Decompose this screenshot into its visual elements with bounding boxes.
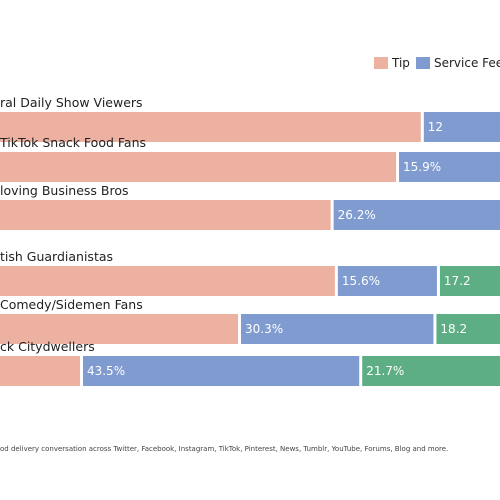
category-label: TikTok Snack Food Fans <box>0 135 146 150</box>
legend-item: Service Fee <box>416 56 500 70</box>
bar-segment-service-fee <box>333 200 500 230</box>
legend-label: Tip <box>391 56 410 70</box>
value-label-service-fee: 26.2% <box>338 208 376 222</box>
bar-segment-tip <box>0 200 331 230</box>
value-label-third: 21.7% <box>366 364 404 378</box>
bar-segment-third <box>362 356 500 386</box>
bar-row: Comedy/Sidemen Fans 30.3% 18.2 <box>0 297 500 344</box>
legend-swatch <box>374 57 388 69</box>
bar-row: ral Daily Show Viewers 12 <box>0 95 500 142</box>
bar-segment-service-fee <box>399 152 500 182</box>
bar-segment-service-fee <box>241 314 434 344</box>
value-label-service-fee: 15.9% <box>403 160 441 174</box>
bar-row: TikTok Snack Food Fans 15.9% <box>0 135 500 182</box>
bar-segment-service-fee <box>82 356 360 386</box>
bar-segment-service-fee <box>337 266 437 296</box>
bar-segment-tip <box>0 314 239 344</box>
value-label-third: 17.2 <box>444 274 471 288</box>
value-label-service-fee: 12 <box>428 120 443 134</box>
value-label-service-fee: 43.5% <box>87 364 125 378</box>
bar-segment-tip <box>0 152 397 182</box>
category-label: tish Guardianistas <box>0 249 113 264</box>
bar-row: ck Citydwellers 43.5% 21.7% <box>0 339 500 386</box>
legend: Tip Service Fee <box>374 56 500 70</box>
value-label-third: 18.2 <box>440 322 467 336</box>
category-label: Comedy/Sidemen Fans <box>0 297 143 312</box>
bar-row: loving Business Bros 26.2% <box>0 183 500 230</box>
bar-segment-third <box>439 266 500 296</box>
bar-segment-third <box>436 314 500 344</box>
category-label: ck Citydwellers <box>0 339 95 354</box>
category-label: loving Business Bros <box>0 183 129 198</box>
bar-segment-tip <box>0 356 80 386</box>
value-label-service-fee: 15.6% <box>342 274 380 288</box>
legend-label: Service Fee <box>434 56 500 70</box>
bar-row: tish Guardianistas 15.6% 17.2 <box>0 249 500 296</box>
category-label: ral Daily Show Viewers <box>0 95 143 110</box>
value-label-service-fee: 30.3% <box>245 322 283 336</box>
bar-segment-tip <box>0 112 421 142</box>
legend-swatch <box>416 57 430 69</box>
legend-item: Tip <box>374 56 410 70</box>
bar-segment-service-fee <box>423 112 500 142</box>
bar-segment-tip <box>0 266 335 296</box>
footnote: od delivery conversation across Twitter,… <box>0 445 448 453</box>
